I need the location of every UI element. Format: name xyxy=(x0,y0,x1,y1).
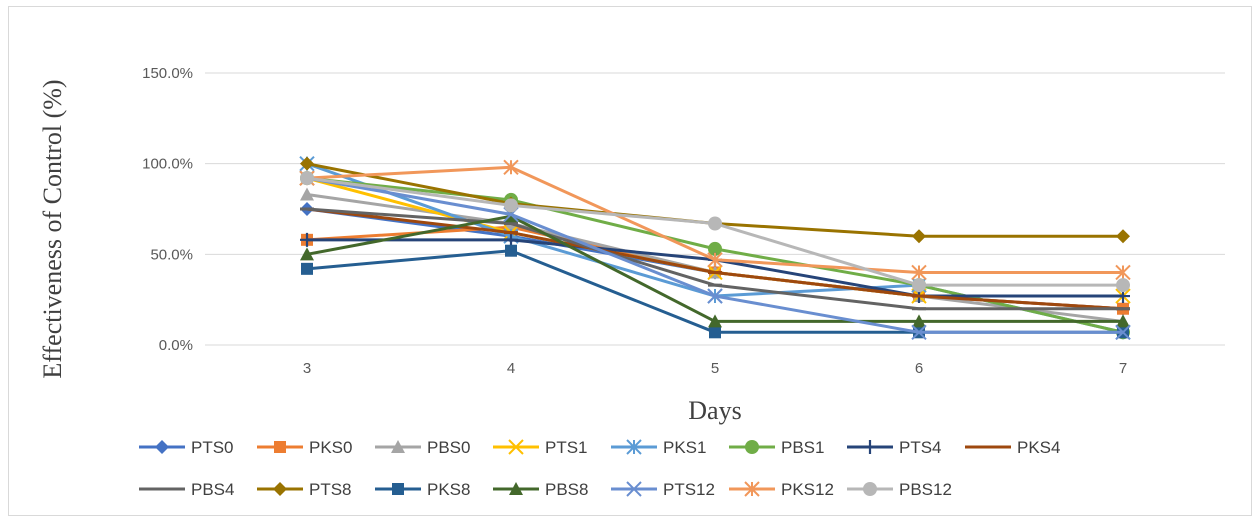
legend-label: PKS0 xyxy=(309,438,352,457)
data-point-pks8 xyxy=(505,245,517,257)
legend-item-pts4: PTS4 xyxy=(847,438,942,457)
x-tick-label: 7 xyxy=(1119,360,1127,377)
legend-swatch-marker xyxy=(155,440,169,454)
data-point-pks4 xyxy=(708,271,722,274)
data-point-pts8 xyxy=(912,229,926,243)
data-point-pbs4 xyxy=(1116,307,1130,310)
legend-label: PTS8 xyxy=(309,480,352,499)
legend-item-pks4: PKS4 xyxy=(965,438,1060,457)
legend-label: PTS1 xyxy=(545,438,588,457)
legend-label: PBS1 xyxy=(781,438,824,457)
legend-label: PTS4 xyxy=(899,438,942,457)
legend: PTS0 PKS0 PBS0 PTS1 PKS1 PBS1 PTS4 PKS4 PBS4 PTS8… xyxy=(139,438,1060,499)
y-axis-ticks: 0.0% 50.0% 100.0% 150.0% xyxy=(142,65,193,354)
legend-item-pks12: PKS12 xyxy=(729,480,834,499)
legend-label: PBS12 xyxy=(899,480,952,499)
legend-item-pbs4: PBS4 xyxy=(139,480,234,499)
legend-label: PTS0 xyxy=(191,438,234,457)
y-tick-label: 150.0% xyxy=(142,65,193,82)
legend-item-pks0: PKS0 xyxy=(257,438,352,457)
legend-item-pts1: PTS1 xyxy=(493,438,588,457)
data-point-pks8 xyxy=(709,326,721,338)
data-point-pts8 xyxy=(1116,229,1130,243)
legend-swatch-marker xyxy=(155,488,169,491)
legend-item-pbs1: PBS1 xyxy=(729,438,824,457)
data-point-pbs4 xyxy=(504,222,518,225)
x-tick-label: 5 xyxy=(711,360,719,377)
legend-item-pbs8: PBS8 xyxy=(493,480,588,499)
legend-swatch-marker xyxy=(863,440,877,454)
legend-swatch-marker xyxy=(981,446,995,449)
data-point-pbs12 xyxy=(504,198,518,212)
legend-item-pts0: PTS0 xyxy=(139,438,234,457)
y-tick-label: 0.0% xyxy=(159,337,193,354)
data-point-pbs12 xyxy=(300,171,314,185)
x-axis-title: Days xyxy=(688,396,741,425)
y-axis-title: Effectiveness of Control (%) xyxy=(38,79,67,378)
y-tick-label: 50.0% xyxy=(150,246,193,263)
series-group xyxy=(300,157,1130,340)
y-tick-label: 100.0% xyxy=(142,156,193,173)
legend-swatch-marker xyxy=(863,482,877,496)
legend-label: PKS8 xyxy=(427,480,470,499)
legend-item-pts8: PTS8 xyxy=(257,480,352,499)
data-point-pbs12 xyxy=(912,278,926,292)
legend-label: PBS4 xyxy=(191,480,234,499)
legend-item-pts12: PTS12 xyxy=(611,480,715,499)
x-tick-label: 6 xyxy=(915,360,923,377)
line-chart: 0.0% 50.0% 100.0% 150.0% 3 4 5 6 7 Days Effecti… xyxy=(9,7,1253,517)
data-point-pbs4 xyxy=(300,208,314,211)
legend-swatch-marker xyxy=(392,483,404,495)
legend-item-pbs12: PBS12 xyxy=(847,480,952,499)
legend-label: PKS1 xyxy=(663,438,706,457)
data-point-pbs12 xyxy=(1116,278,1130,292)
legend-item-pks1: PKS1 xyxy=(611,438,706,457)
x-tick-label: 4 xyxy=(507,360,515,377)
data-point-pks4 xyxy=(912,295,926,298)
legend-item-pbs0: PBS0 xyxy=(375,438,470,457)
legend-label: PTS12 xyxy=(663,480,715,499)
chart-frame: 0.0% 50.0% 100.0% 150.0% 3 4 5 6 7 Days Effecti… xyxy=(8,6,1252,516)
legend-label: PBS8 xyxy=(545,480,588,499)
legend-label: PKS12 xyxy=(781,480,834,499)
legend-item-pks8: PKS8 xyxy=(375,480,470,499)
legend-swatch-marker xyxy=(745,440,759,454)
data-point-pbs12 xyxy=(708,217,722,231)
x-axis-ticks: 3 4 5 6 7 xyxy=(303,360,1127,377)
legend-label: PKS4 xyxy=(1017,438,1060,457)
data-point-pbs4 xyxy=(708,284,722,287)
x-tick-label: 3 xyxy=(303,360,311,377)
legend-label: PBS0 xyxy=(427,438,470,457)
data-point-pks4 xyxy=(504,231,518,234)
legend-swatch-marker xyxy=(273,482,287,496)
data-point-pbs4 xyxy=(912,307,926,310)
data-point-pks8 xyxy=(301,263,313,275)
legend-swatch-marker xyxy=(274,441,286,453)
